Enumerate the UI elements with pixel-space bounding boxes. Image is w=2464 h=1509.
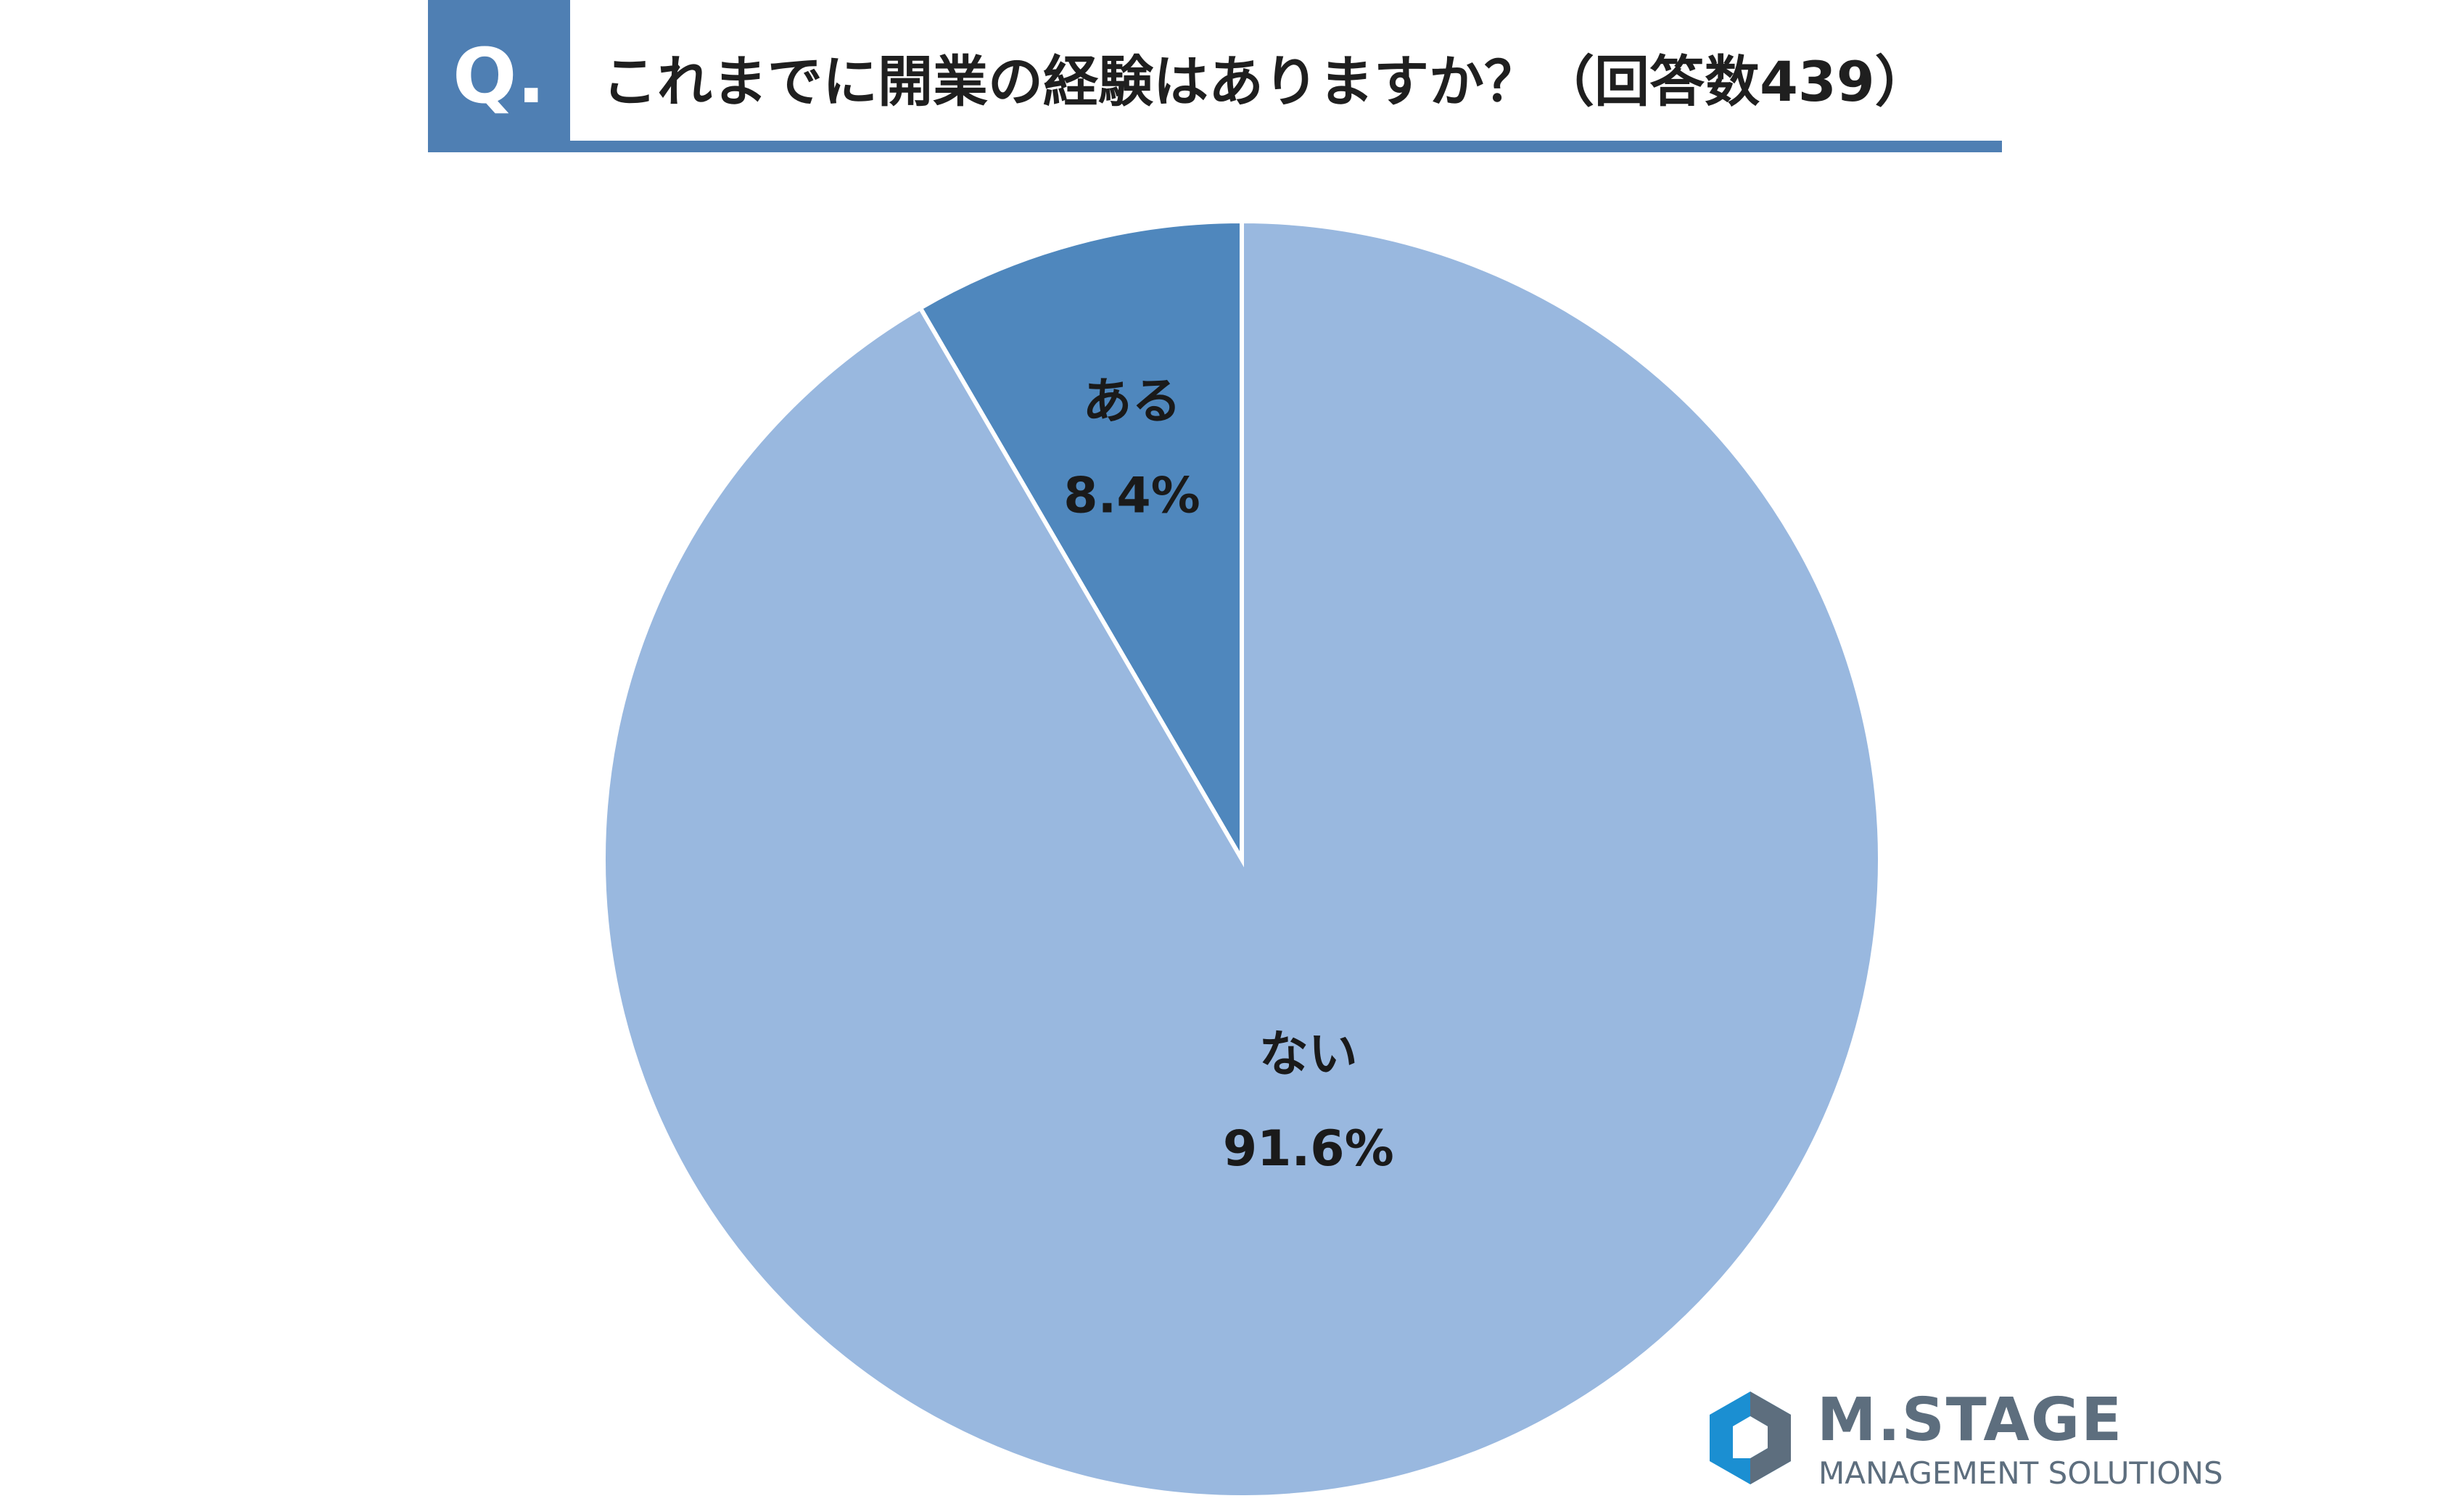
question-header: Q. これまでに開業の経験はありますか？（回答数439） xyxy=(428,0,2002,152)
mstage-logo-icon xyxy=(1710,1392,1791,1484)
q-badge: Q. xyxy=(428,0,570,152)
pie-slice-1 xyxy=(601,218,1882,1500)
logo-subtitle: MANAGEMENT SOLUTIONS xyxy=(1818,1455,2223,1491)
pie-slice-label-0: ある xyxy=(1082,373,1181,430)
header-underline xyxy=(570,141,2002,152)
logo-name: M.STAGE xyxy=(1817,1386,2124,1455)
pie-slice-label-1: ない xyxy=(1259,1026,1358,1083)
pie-slice-value-1: 91.6% xyxy=(1223,1120,1394,1178)
question-title: これまでに開業の経験はありますか？（回答数439） xyxy=(602,49,1930,114)
pie-slice-0 xyxy=(917,218,1244,868)
pie-slice-value-0: 8.4% xyxy=(1063,467,1200,524)
mstage-logo: M.STAGE MANAGEMENT SOLUTIONS xyxy=(1701,1386,2267,1497)
